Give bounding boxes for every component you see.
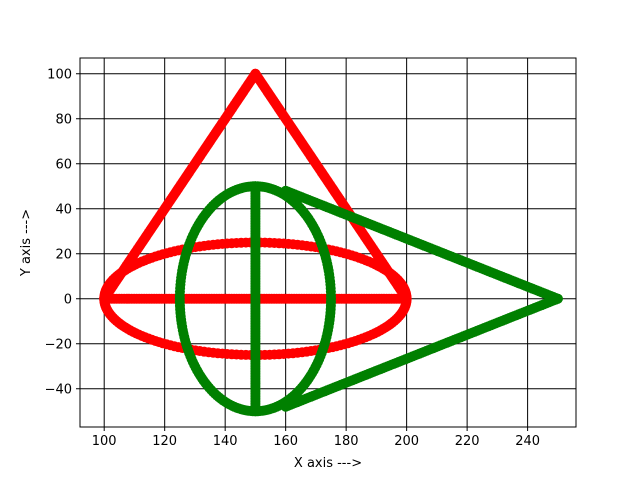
- x-tick-label: 180: [334, 434, 359, 449]
- y-tick-label: −20: [45, 337, 72, 352]
- data-point: [250, 406, 261, 417]
- x-tick-label: 200: [394, 434, 419, 449]
- plot-frame: [79, 57, 577, 428]
- x-tick-label: 100: [92, 434, 117, 449]
- y-tick-label: 0: [64, 292, 72, 307]
- y-tick-label: 80: [55, 112, 72, 127]
- data-point: [280, 401, 291, 412]
- x-tick-label: 160: [273, 434, 298, 449]
- y-tick-label: 20: [55, 247, 72, 262]
- y-tick-label: −40: [45, 382, 72, 397]
- x-axis-label: X axis --->: [294, 456, 362, 471]
- series-layer: [99, 68, 563, 417]
- ticks: 100 120 140 160 180 200 220 240 −40 −20 0 20 40 60 80 1…: [45, 67, 540, 449]
- y-tick-label: 40: [55, 202, 72, 217]
- x-tick-label: 240: [515, 434, 540, 449]
- series-1: [99, 68, 412, 360]
- x-tick-label: 120: [152, 434, 177, 449]
- y-axis-label: Y axis --->: [19, 209, 34, 277]
- y-tick-label: 60: [55, 157, 72, 172]
- x-tick-label: 140: [213, 434, 238, 449]
- y-tick-label: 100: [47, 67, 72, 82]
- data-point: [401, 295, 412, 306]
- x-tick-label: 220: [455, 434, 480, 449]
- series-2: [174, 181, 563, 417]
- data-point: [325, 297, 336, 308]
